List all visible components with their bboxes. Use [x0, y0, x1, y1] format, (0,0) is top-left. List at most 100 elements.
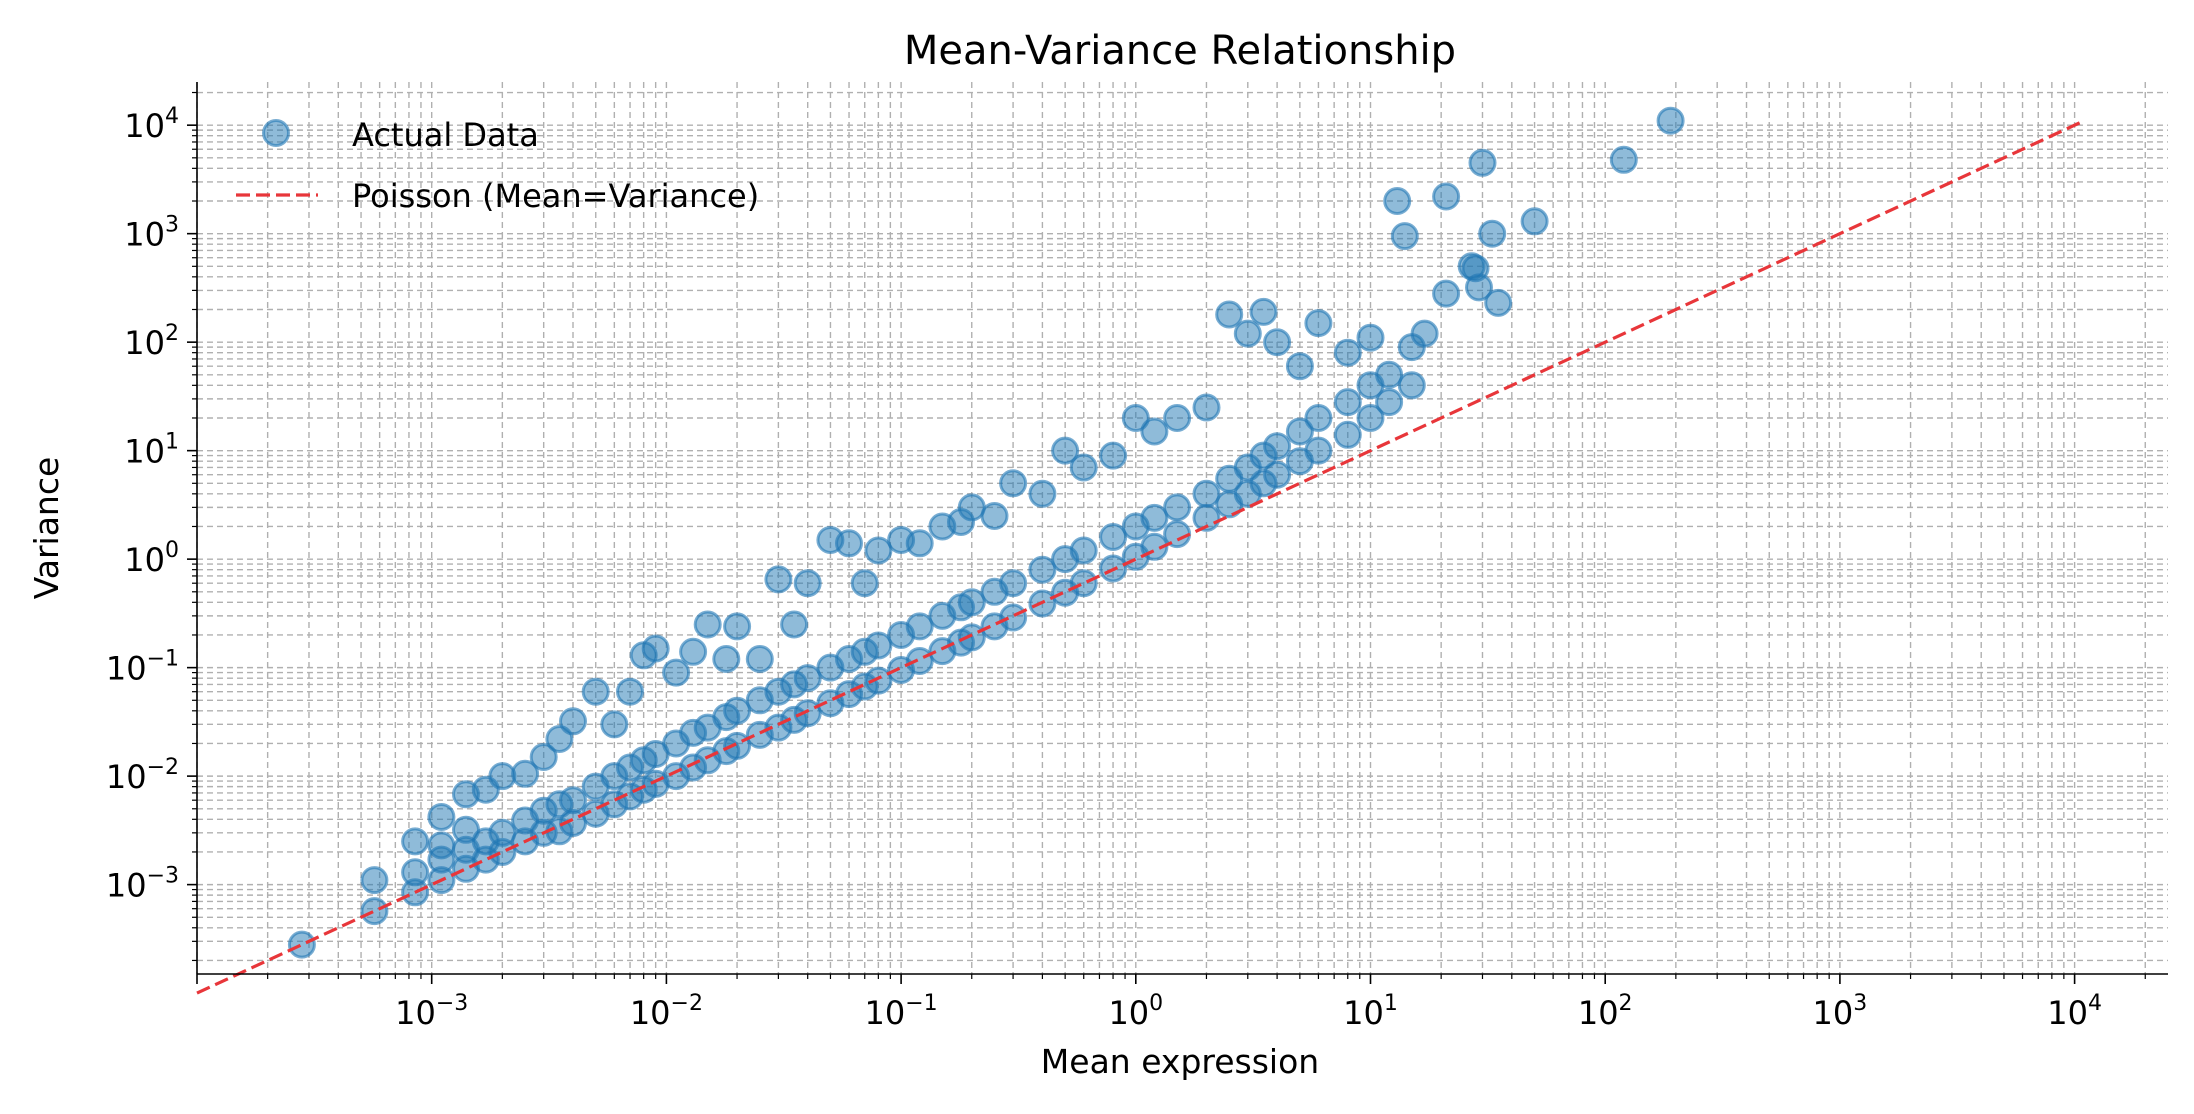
- data-point: [401, 827, 430, 856]
- data-point: [1390, 222, 1419, 251]
- data-point: [1520, 207, 1549, 236]
- data-point: [1432, 279, 1461, 308]
- x-tick-label: 102: [1578, 991, 1633, 1032]
- data-point: [1304, 436, 1333, 465]
- y-tick-label: 104: [124, 104, 179, 145]
- x-axis-ticks: 10−3 10−2 10−1 100 101 102 103 104: [196, 974, 2146, 1032]
- data-point: [1099, 523, 1128, 551]
- y-tick-label: 10−3: [106, 864, 179, 905]
- data-point: [662, 658, 691, 687]
- data-point: [1121, 404, 1150, 432]
- data-point: [1383, 187, 1412, 215]
- data-point: [287, 930, 316, 959]
- data-point: [1410, 319, 1439, 348]
- data-point: [723, 696, 752, 725]
- data-point: [1069, 453, 1098, 482]
- data-point: [1263, 432, 1292, 461]
- data-point: [1140, 417, 1169, 446]
- y-tick-label: 10−2: [106, 755, 179, 796]
- data-point: [1163, 493, 1192, 522]
- y-tick-label: 103: [124, 213, 179, 254]
- x-tick-label: 10−3: [395, 991, 468, 1032]
- data-point: [529, 743, 558, 771]
- y-tick-label: 101: [124, 430, 179, 471]
- data-point: [864, 666, 893, 695]
- data-point: [780, 610, 809, 639]
- data-point: [1051, 436, 1080, 465]
- data-point: [1192, 393, 1221, 422]
- data-point: [999, 603, 1028, 632]
- data-point: [1285, 417, 1314, 446]
- data-point: [1263, 328, 1292, 357]
- y-axis-ticks: 10−3 10−2 10−1 100 101 102 103 104: [106, 91, 197, 962]
- grid: [196, 82, 2168, 974]
- data-point: [1263, 460, 1292, 489]
- data-point: [360, 897, 389, 926]
- data-point: [559, 707, 587, 736]
- data-point: [1163, 404, 1192, 432]
- data-point: [864, 536, 893, 565]
- y-tick-label: 102: [124, 321, 179, 362]
- data-point: [427, 831, 456, 860]
- poisson-reference-line: [196, 119, 2085, 995]
- data-point: [1028, 479, 1057, 508]
- data-point: [1069, 536, 1098, 565]
- data-point: [401, 858, 430, 887]
- data-point: [616, 677, 644, 706]
- data-point: [1397, 371, 1426, 400]
- y-tick-label: 100: [124, 538, 179, 579]
- data-point: [1333, 420, 1362, 449]
- data-point: [723, 612, 752, 641]
- x-tick-label: 103: [1813, 991, 1868, 1032]
- data-point: [1465, 273, 1493, 302]
- data-point: [999, 469, 1028, 498]
- data-point: [957, 588, 986, 617]
- x-tick-label: 100: [1108, 991, 1163, 1032]
- data-point: [1192, 479, 1221, 508]
- data-point: [1356, 404, 1385, 432]
- y-tick-label: 10−1: [106, 647, 179, 688]
- data-point: [1099, 441, 1128, 470]
- poisson-line: [196, 119, 2085, 995]
- data-point: [793, 569, 822, 598]
- legend-label-poisson: Poisson (Mean=Variance): [352, 177, 759, 215]
- data-point: [581, 677, 610, 706]
- data-point: [745, 645, 774, 673]
- data-point: [793, 664, 822, 693]
- data-point: [1432, 182, 1461, 211]
- data-point: [1478, 219, 1507, 248]
- x-tick-label: 104: [2047, 991, 2102, 1032]
- data-point: [712, 645, 741, 673]
- data-point: [511, 759, 540, 788]
- x-tick-label: 10−2: [630, 991, 703, 1032]
- data-point: [1468, 148, 1497, 177]
- data-point: [1375, 360, 1404, 389]
- data-point: [1215, 300, 1244, 329]
- legend: Actual Data Poisson (Mean=Variance): [236, 116, 759, 215]
- data-point: [600, 710, 629, 739]
- data-point: [905, 612, 934, 641]
- data-point: [1656, 106, 1685, 135]
- data-point: [360, 866, 389, 895]
- data-point: [488, 762, 517, 791]
- data-point: [764, 565, 793, 594]
- data-point: [1304, 404, 1333, 432]
- data-point: [1333, 388, 1362, 417]
- data-point: [1285, 352, 1314, 381]
- data-point: [864, 631, 893, 660]
- data-point: [1609, 145, 1638, 174]
- data-point: [1069, 569, 1098, 598]
- data-point: [1375, 388, 1404, 417]
- data-point: [835, 529, 863, 558]
- legend-label-actual-data: Actual Data: [352, 116, 539, 154]
- data-point: [905, 529, 934, 558]
- data-point: [1140, 503, 1169, 532]
- data-point: [1356, 323, 1385, 352]
- data-point: [1333, 338, 1362, 367]
- data-point: [1484, 288, 1513, 317]
- data-point: [850, 569, 879, 598]
- x-tick-label: 101: [1343, 991, 1398, 1032]
- data-point: [693, 610, 722, 639]
- data-point: [980, 502, 1009, 530]
